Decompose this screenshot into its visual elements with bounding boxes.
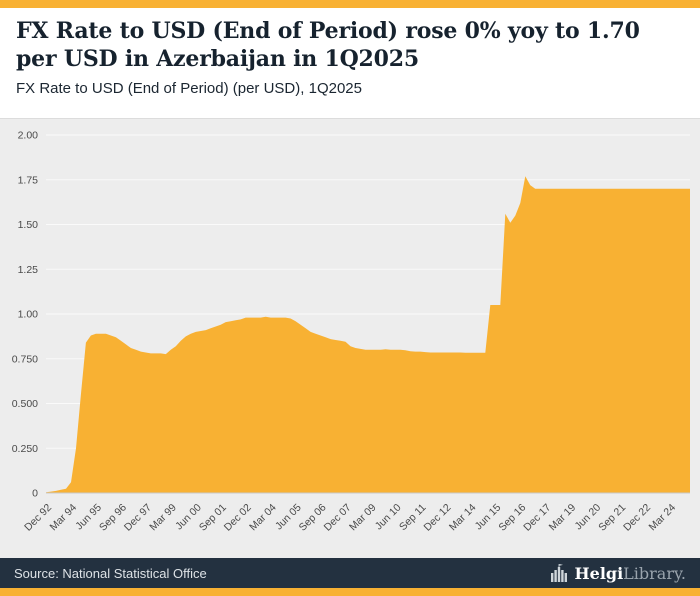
y-tick-label: 1.25 [18, 264, 39, 276]
footer: Source: National Statistical Office Helg… [0, 558, 700, 588]
x-tick-label: Mar 24 [647, 502, 679, 534]
x-tick-label: Mar 09 [347, 502, 379, 534]
x-tick-label: Mar 14 [447, 502, 479, 534]
top-accent-bar [0, 0, 700, 8]
chart-area: 0 0.250 0.500 0.750 1.00 1.25 1.50 1.75 2.00 Dec … [0, 118, 700, 558]
x-tick-label: Dec 22 [621, 502, 653, 534]
x-tick-label: Dec 92 [22, 502, 54, 534]
page-title: FX Rate to USD (End of Period) rose 0% y… [16, 18, 640, 72]
x-tick-label: Mar 94 [47, 502, 79, 534]
logo-text-light: Library. [623, 563, 686, 583]
y-tick-label: 0.500 [12, 398, 38, 410]
x-tick-label: Dec 12 [421, 502, 453, 534]
x-tick-label: Dec 07 [322, 502, 354, 534]
x-tick-label: Mar 04 [247, 502, 279, 534]
source-text: Source: National Statistical Office [14, 565, 207, 581]
x-tick-label: Dec 02 [222, 502, 254, 534]
y-tick-label: 0.250 [12, 443, 38, 455]
x-tick-label: Dec 97 [122, 502, 154, 534]
x-tick-label: Mar 19 [547, 502, 579, 534]
y-tick-label: 1.00 [18, 309, 39, 321]
y-tick-label: 0.750 [12, 353, 38, 365]
helgi-logo-icon [550, 564, 567, 582]
logo-text: HelgiLibrary. [575, 564, 686, 583]
logo-text-bold: Helgi [574, 563, 624, 583]
chart-subtitle: FX Rate to USD (End of Period) (per USD)… [16, 80, 362, 97]
helgi-logo: HelgiLibrary. [550, 564, 686, 583]
bottom-accent-bar [0, 588, 700, 596]
y-tick-label: 1.50 [18, 219, 39, 231]
x-tick-label: Dec 17 [521, 502, 553, 534]
x-tick-label: Mar 99 [147, 502, 179, 534]
fx-chart-svg: 0 0.250 0.500 0.750 1.00 1.25 1.50 1.75 2.00 Dec … [12, 130, 690, 534]
y-tick-label: 0 [32, 488, 38, 500]
header: FX Rate to USD (End of Period) rose 0% y… [0, 8, 700, 118]
y-tick-label: 2.00 [18, 130, 39, 142]
y-tick-label: 1.75 [18, 174, 39, 186]
fx-area-series [46, 176, 690, 493]
